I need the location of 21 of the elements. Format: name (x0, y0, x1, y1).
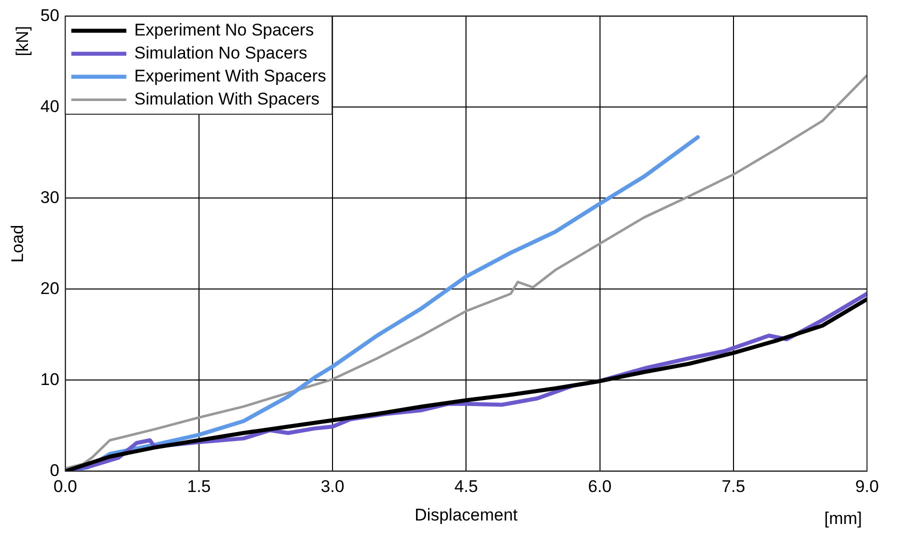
y-tick-label: 50 (40, 6, 60, 25)
x-axis-title: Displacement (414, 505, 518, 524)
y-tick-label: 30 (40, 188, 60, 207)
text: [kN] (12, 26, 32, 56)
text: [mm] (824, 508, 862, 528)
x-tick-label: 1.5 (187, 477, 211, 496)
legend-label: Experiment No Spacers (134, 20, 314, 40)
x-tick-label: 0.0 (53, 477, 78, 496)
legend-label: Simulation With Spacers (134, 89, 320, 108)
x-tick-label: 7.5 (722, 477, 746, 496)
x-tick-label: 4.5 (454, 477, 478, 496)
y-tick-label: 0 (50, 460, 60, 480)
x-tick-label: 6.0 (588, 477, 612, 496)
x-tick-label: 9.0 (855, 477, 879, 496)
y-tick-label: 10 (40, 370, 60, 389)
x-tick-label: 3.0 (320, 477, 344, 496)
y-axis-title: Load (8, 224, 27, 263)
legend-label: Experiment With Spacers (134, 66, 326, 86)
y-tick-label: 20 (40, 278, 60, 298)
y-tick-label: 40 (40, 96, 60, 116)
legend-label: Simulation No Spacers (134, 43, 308, 62)
